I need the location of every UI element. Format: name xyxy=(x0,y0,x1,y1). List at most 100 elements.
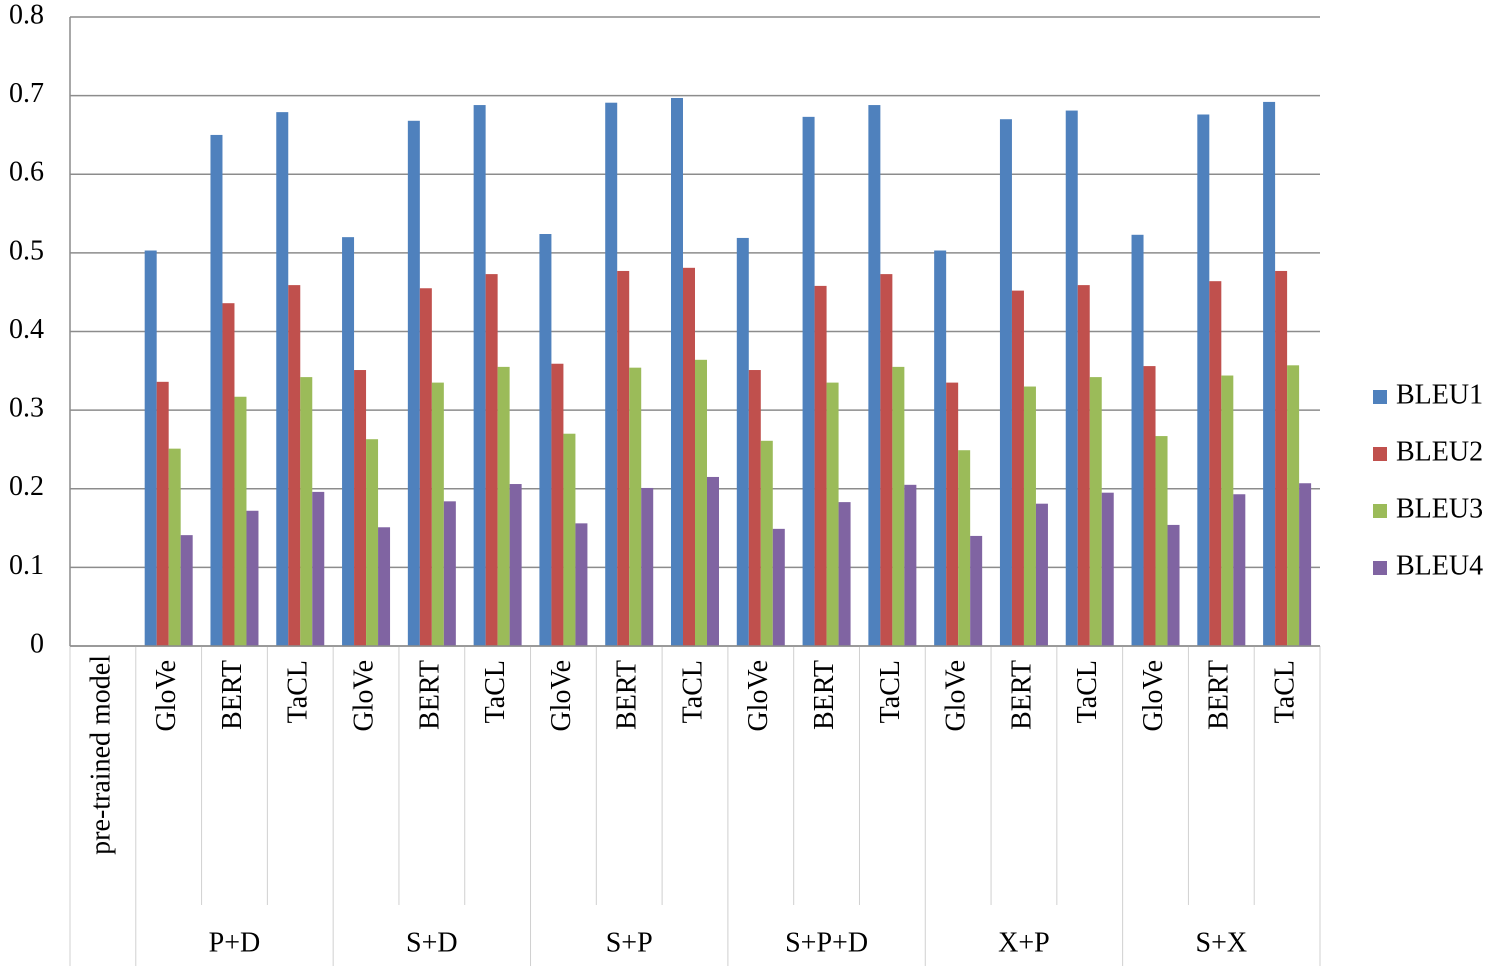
bar xyxy=(934,250,947,647)
group-label: P+D xyxy=(209,927,261,958)
x-tick-label: BERT xyxy=(612,660,643,730)
bar xyxy=(772,528,785,646)
y-tick-label: 0.7 xyxy=(9,78,44,109)
legend-label: BLEU2 xyxy=(1396,436,1483,467)
group-label: S+D xyxy=(406,927,458,958)
bar xyxy=(999,119,1012,646)
legend-swatch xyxy=(1373,390,1387,404)
x-tick-label: GloVe xyxy=(348,660,379,732)
bar xyxy=(826,382,839,646)
legend-label: BLEU4 xyxy=(1396,550,1483,581)
bar xyxy=(1065,110,1078,647)
bar xyxy=(419,288,432,646)
y-tick-label: 0.8 xyxy=(9,0,44,30)
bar xyxy=(629,367,642,646)
bar xyxy=(868,105,881,646)
bar xyxy=(300,377,313,646)
bar xyxy=(288,285,301,646)
bar xyxy=(575,523,588,646)
bar xyxy=(276,112,289,647)
bar xyxy=(180,535,193,646)
bar xyxy=(312,491,325,646)
bar xyxy=(958,450,971,646)
bar xyxy=(378,527,391,646)
bar xyxy=(443,501,456,646)
x-tick-label: GloVe xyxy=(1138,660,1169,732)
x-tick-label: BERT xyxy=(414,660,445,730)
bar xyxy=(892,366,905,646)
bar xyxy=(802,116,815,646)
bar xyxy=(234,396,247,646)
y-tick-label: 0.2 xyxy=(9,471,44,502)
legend-swatch xyxy=(1373,561,1387,575)
y-tick-label: 0.5 xyxy=(9,235,44,266)
bar xyxy=(838,502,851,646)
legend-label: BLEU1 xyxy=(1396,379,1483,410)
x-tick-label: TaCL xyxy=(283,660,314,723)
bar xyxy=(497,366,510,646)
bar xyxy=(1011,290,1024,646)
bar xyxy=(1299,483,1312,646)
bar xyxy=(354,370,367,646)
y-tick-label: 0.4 xyxy=(9,314,44,345)
group-label: S+P xyxy=(606,927,653,958)
bar xyxy=(1131,234,1144,646)
bar xyxy=(1155,436,1168,646)
group-label: X+P xyxy=(998,927,1050,958)
y-tick-label: 0.1 xyxy=(9,550,44,581)
bar xyxy=(473,105,486,646)
bar xyxy=(1101,492,1114,646)
bar xyxy=(1077,285,1090,646)
bar xyxy=(246,510,259,646)
bar xyxy=(1275,270,1288,646)
bar xyxy=(1209,281,1222,646)
group-label: S+P+D xyxy=(785,927,868,958)
bar xyxy=(1089,377,1102,646)
bar xyxy=(707,476,719,646)
bar xyxy=(1023,386,1036,646)
bar xyxy=(222,303,235,646)
bar xyxy=(342,237,355,646)
bar xyxy=(156,381,169,646)
bar xyxy=(485,274,498,646)
x-tick-label: BERT xyxy=(809,660,840,730)
bar xyxy=(551,363,564,646)
x-tick-label: pre-trained model xyxy=(85,655,116,855)
bar xyxy=(946,382,959,646)
bar xyxy=(1221,375,1234,646)
bar xyxy=(509,484,522,646)
bar xyxy=(366,439,379,646)
bar xyxy=(736,237,749,646)
y-tick-label: 0 xyxy=(30,628,44,659)
x-tick-label: BERT xyxy=(1006,660,1037,730)
bar xyxy=(748,370,761,646)
bar xyxy=(814,285,827,646)
bar xyxy=(431,382,444,646)
x-tick-label: GloVe xyxy=(151,660,182,732)
bar xyxy=(605,102,618,647)
x-tick-label: GloVe xyxy=(941,660,972,732)
bar xyxy=(695,359,707,646)
y-tick-label: 0.6 xyxy=(9,157,44,188)
bar xyxy=(1263,101,1276,647)
bar xyxy=(671,97,683,646)
bar xyxy=(683,267,695,646)
bar xyxy=(880,274,893,646)
bar xyxy=(1035,503,1048,646)
bar xyxy=(168,448,181,646)
group-label: S+X xyxy=(1196,927,1248,958)
x-tick-label: TaCL xyxy=(480,660,511,723)
x-tick-label: TaCL xyxy=(875,660,906,723)
bar xyxy=(563,433,576,646)
bar xyxy=(210,134,223,646)
x-tick-label: GloVe xyxy=(546,660,577,732)
bar xyxy=(641,487,654,646)
bar xyxy=(1287,365,1300,646)
bar xyxy=(539,234,552,646)
x-tick-label: GloVe xyxy=(743,660,774,732)
bar xyxy=(970,535,983,646)
x-tick-label: TaCL xyxy=(1072,660,1103,723)
bar xyxy=(1167,524,1180,646)
legend-swatch xyxy=(1373,447,1387,461)
